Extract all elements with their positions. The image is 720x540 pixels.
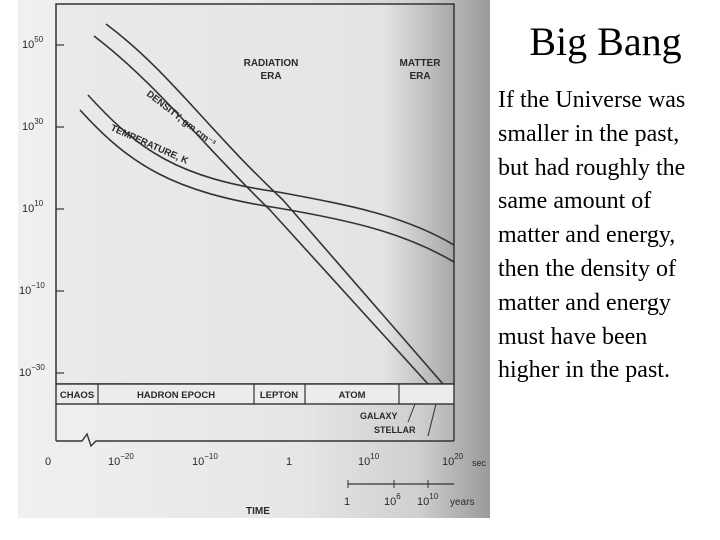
galaxy-label: GALAXY xyxy=(360,411,398,421)
figure-svg: 1050 1030 1010 10−10 10−30 RADIATION ERA … xyxy=(18,0,490,518)
epoch-bar xyxy=(55,383,455,405)
x-unit-label: sec xyxy=(472,458,487,468)
time-axis xyxy=(55,404,455,448)
y-tick-marks xyxy=(56,44,64,374)
epoch-hadron: HADRON EPOCH xyxy=(137,390,215,401)
epoch-atom: ATOM xyxy=(338,390,365,401)
x-tick-label: 1 xyxy=(286,456,292,468)
radiation-era-label: RADIATION ERA xyxy=(244,58,299,82)
slide-body-text: If the Universe was smaller in the past,… xyxy=(498,87,686,384)
y-tick-label: 1030 xyxy=(22,117,44,133)
big-bang-figure: 1050 1030 1010 10−10 10−30 RADIATION ERA … xyxy=(18,0,490,518)
epoch-lepton: LEPTON xyxy=(260,390,298,401)
stellar-label: STELLAR xyxy=(374,425,416,435)
y-tick-label: 10−10 xyxy=(19,281,45,297)
x-tick-label: 0 xyxy=(45,456,51,468)
years-tick-label: 1 xyxy=(344,496,350,508)
sub-epoch-pointers xyxy=(407,403,437,437)
y-tick-label: 1050 xyxy=(22,35,44,51)
y-tick-label: 10−30 xyxy=(19,363,45,379)
epoch-dividers xyxy=(97,384,400,404)
matter-era-label: MATTER ERA xyxy=(400,58,442,82)
x-tick-label: 10−10 xyxy=(192,452,218,468)
x-tick-label: 1020 xyxy=(442,452,464,468)
x-tick-label: 10−20 xyxy=(108,452,134,468)
years-ticks xyxy=(347,480,429,488)
slide-title: Big Bang xyxy=(529,19,682,64)
x-tick-label: 1010 xyxy=(358,452,380,468)
y-tick-label: 1010 xyxy=(22,199,44,215)
temperature-curve xyxy=(79,94,455,263)
density-curve xyxy=(93,23,444,385)
years-tick-label: 1010 xyxy=(417,492,439,508)
epoch-chaos: CHAOS xyxy=(60,390,94,401)
years-tick-label: 106 xyxy=(384,492,401,508)
years-unit-label: years xyxy=(450,497,474,508)
time-axis-title: TIME xyxy=(246,506,270,517)
